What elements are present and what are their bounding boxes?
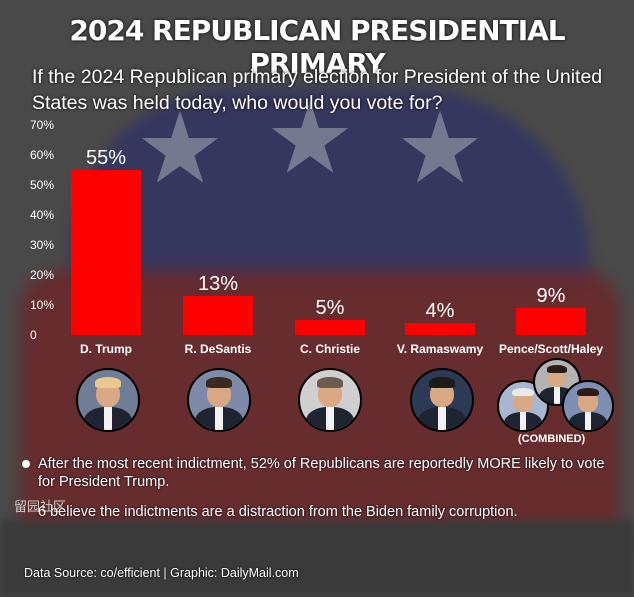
bar-chart: 0 10% 20% 30% 40% 50% 60% 70% 55% D. Trump 13% R. D… [30,118,603,356]
value-label: 55% [86,147,126,169]
category-label: Pence/Scott/Haley [499,342,603,356]
bar [295,320,365,335]
watermark: 留园社区 [14,499,67,514]
notes: After the most recent indictment, 52% of… [20,455,620,524]
category-label: R. DeSantis [185,342,252,356]
category-label: V. Ramaswamy [397,342,484,356]
candidate-photo-haley [562,380,614,432]
value-label: 5% [316,297,345,319]
bar [516,308,586,335]
category-label: C. Christie [300,342,360,356]
y-tick-label: 0 [30,328,37,342]
note-text: believe the indictments are a distractio… [50,504,518,520]
y-tick-label: 10% [30,298,54,312]
note-prefix: 6 [38,504,47,520]
note-item: 6 believe the indictments are a distract… [20,503,620,521]
y-tick-label: 70% [30,118,54,132]
candidate-photo-christie [298,368,362,432]
value-label: 13% [198,273,238,295]
y-tick-label: 30% [30,238,54,252]
y-tick-label: 50% [30,178,54,192]
note-item: After the most recent indictment, 52% of… [20,455,620,491]
data-source: Data Source: co/efficient | Graphic: Dai… [24,566,299,580]
y-tick-label: 60% [30,148,54,162]
candidate-photo-desantis [187,368,251,432]
bar [183,296,253,335]
bullet-icon [22,460,30,468]
value-label: 4% [426,300,455,322]
bar [405,323,475,335]
combined-label: (COMBINED) [518,433,586,445]
y-tick-label: 40% [30,208,54,222]
y-tick-label: 20% [30,268,54,282]
value-label: 9% [537,285,566,307]
candidate-photo-ramaswamy [410,368,474,432]
chart-subtitle: If the 2024 Republican primary election … [32,66,603,114]
candidate-photo-trump [76,368,140,432]
chart-title: 2024 REPUBLICAN PRESIDENTIAL PRIMARY [69,14,565,80]
bar [71,170,141,335]
category-label: D. Trump [80,342,132,356]
note-text: After the most recent indictment, 52% of… [38,456,605,490]
